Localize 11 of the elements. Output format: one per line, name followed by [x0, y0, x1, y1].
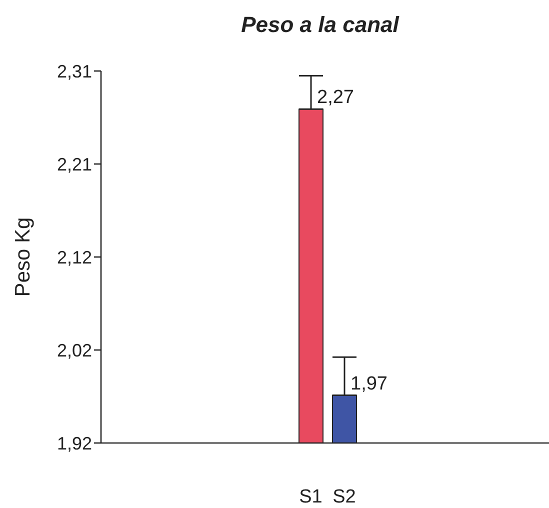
- y-tick-label: 2,02: [56, 340, 92, 360]
- y-tick-label: 2,12: [56, 247, 92, 268]
- data-label: 2,27: [317, 87, 354, 108]
- x-tick-label: S1: [299, 486, 322, 508]
- x-tick-label: S2: [332, 486, 356, 508]
- y-tick-label: 2,21: [56, 154, 92, 174]
- data-label: 1,97: [350, 373, 388, 394]
- y-tick-label: 1,92: [56, 433, 92, 454]
- chart-title: Peso a la canal: [240, 12, 400, 38]
- y-axis-title: Peso Kg: [12, 217, 35, 297]
- y-tick-label: 2,31: [56, 61, 92, 82]
